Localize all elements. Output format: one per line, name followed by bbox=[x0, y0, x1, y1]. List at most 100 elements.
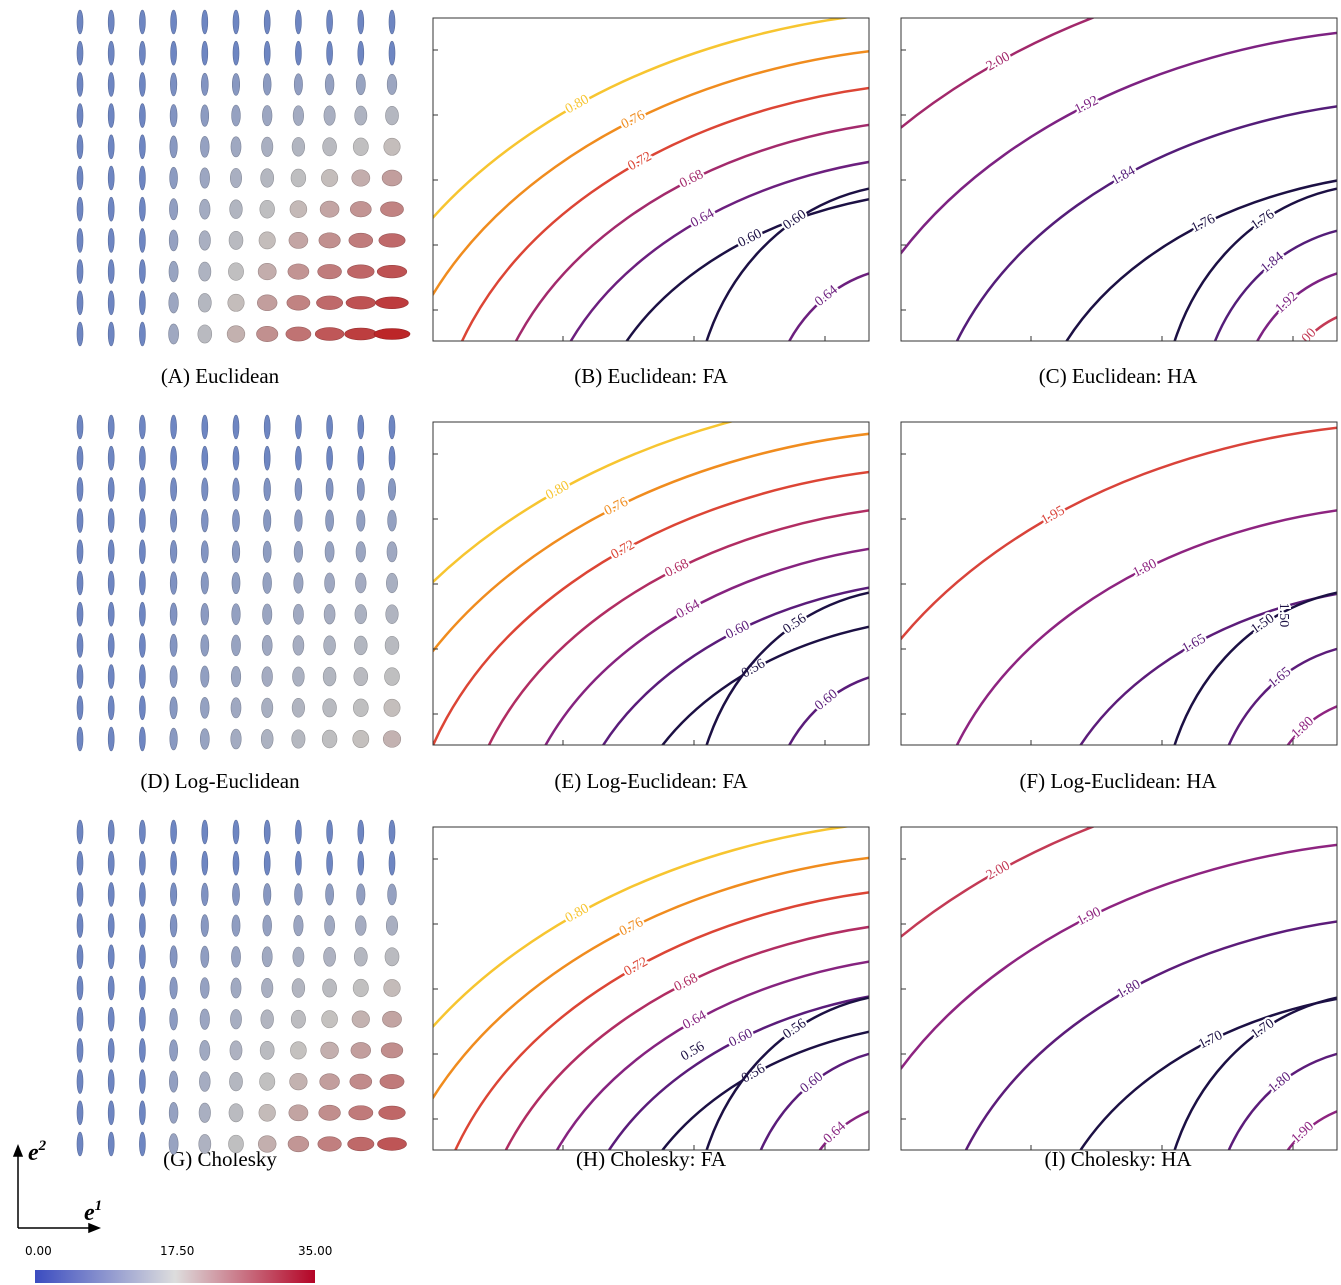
tensor-glyph bbox=[107, 1038, 115, 1063]
tensor-glyph bbox=[200, 977, 210, 999]
contour-line bbox=[1286, 1110, 1337, 1150]
tensor-glyph bbox=[263, 883, 272, 906]
tensor-glyph bbox=[201, 9, 209, 35]
tensor-glyph bbox=[230, 697, 242, 719]
tensor-glyph bbox=[263, 819, 271, 845]
tensor-glyph bbox=[384, 635, 400, 655]
tensor-glyph bbox=[76, 228, 84, 253]
contour-line bbox=[661, 625, 869, 745]
contour-line bbox=[901, 18, 1096, 130]
tensor-glyph bbox=[263, 850, 271, 876]
tensor-glyph bbox=[169, 976, 178, 1000]
tensor-glyph bbox=[139, 508, 146, 533]
tensor-glyph bbox=[139, 1038, 146, 1063]
contour-label: 0.80 bbox=[563, 901, 592, 926]
contour-plot: 1.951.801.651.501.651.801.951.50 bbox=[901, 426, 1337, 745]
contour-label: 2.08 bbox=[1315, 359, 1341, 387]
tensor-glyph bbox=[326, 414, 333, 440]
tensor-glyph bbox=[353, 947, 368, 967]
contour-line bbox=[1173, 591, 1337, 745]
tensor-glyph bbox=[352, 978, 369, 998]
tensor-glyph bbox=[259, 199, 275, 219]
tensor-glyph bbox=[76, 601, 84, 627]
contour-line bbox=[788, 676, 869, 745]
tensor-glyph bbox=[388, 478, 396, 501]
contour-line bbox=[433, 432, 869, 654]
tensor-glyph bbox=[383, 979, 401, 997]
tensor-glyph bbox=[139, 134, 146, 160]
contour-line bbox=[661, 1030, 869, 1150]
tensor-glyph bbox=[232, 9, 240, 35]
tensor-glyph bbox=[291, 137, 306, 157]
e1-base: e bbox=[84, 1200, 95, 1226]
tensor-glyph bbox=[232, 40, 240, 66]
tensor-glyph bbox=[169, 665, 178, 689]
tensor-glyph bbox=[294, 883, 303, 906]
tensor-glyph bbox=[139, 228, 146, 253]
contour-label: 1.70 bbox=[1196, 1028, 1225, 1052]
tensor-glyph bbox=[293, 915, 304, 937]
tensor-glyph bbox=[229, 199, 243, 219]
tensor-glyph bbox=[107, 819, 115, 845]
panel-caption: (H) Cholesky: FA bbox=[576, 1147, 727, 1171]
tensor-glyph bbox=[378, 1105, 406, 1120]
contour-line bbox=[433, 827, 853, 1029]
tensor-glyph bbox=[201, 414, 209, 440]
tensor-glyph bbox=[169, 135, 178, 159]
tensor-glyph bbox=[226, 325, 246, 343]
contour-line bbox=[1079, 592, 1337, 745]
tensor-glyph bbox=[290, 1041, 307, 1060]
tensor-glyph bbox=[348, 1105, 374, 1121]
tensor-glyph bbox=[386, 541, 398, 563]
contour-label: 0.68 bbox=[677, 167, 706, 191]
contour-label: 1.50 bbox=[1276, 603, 1291, 628]
contour-line bbox=[433, 18, 853, 220]
tensor-glyph bbox=[289, 1072, 308, 1091]
tensor-glyph bbox=[352, 730, 370, 748]
tensor-glyph bbox=[383, 137, 401, 156]
tensor-glyph bbox=[263, 445, 271, 471]
tensor-glyph bbox=[292, 666, 305, 687]
tensor-glyph bbox=[169, 166, 178, 190]
tensor-glyph bbox=[382, 730, 402, 748]
contour-line bbox=[487, 509, 869, 745]
tensor-glyph bbox=[228, 1103, 244, 1123]
contour-line bbox=[433, 422, 735, 584]
tensor-glyph bbox=[199, 167, 210, 189]
contour-label: 1.80 bbox=[1114, 977, 1143, 1002]
colorbar-tick: 17.50 bbox=[160, 1244, 194, 1258]
tensor-glyph bbox=[139, 819, 146, 845]
contour-line bbox=[433, 856, 869, 1101]
tensor-glyph bbox=[168, 292, 179, 314]
contour-line bbox=[460, 86, 869, 341]
contour-line bbox=[1256, 272, 1337, 341]
contour-line bbox=[1065, 179, 1337, 341]
tensor-glyph bbox=[139, 321, 146, 347]
tensor-glyph bbox=[230, 167, 242, 189]
panel-caption: (C) Euclidean: HA bbox=[1039, 364, 1198, 388]
tensor-glyph bbox=[200, 945, 210, 968]
tensor-glyph bbox=[231, 946, 241, 968]
tensor-glyph bbox=[139, 259, 146, 284]
tensor-glyph bbox=[139, 539, 146, 565]
tensor-glyph bbox=[355, 73, 366, 96]
contour-line bbox=[788, 272, 869, 341]
glyph-grid bbox=[76, 9, 411, 347]
tensor-glyph bbox=[352, 698, 369, 717]
contour-line bbox=[818, 1110, 869, 1150]
panel-caption: (F) Log-Euclidean: HA bbox=[1019, 769, 1217, 793]
contour-line bbox=[844, 754, 909, 826]
tensor-glyph bbox=[317, 1136, 342, 1152]
tensor-glyph bbox=[324, 73, 335, 96]
tensor-glyph bbox=[139, 570, 146, 596]
tensor-glyph bbox=[258, 231, 276, 250]
tensor-glyph bbox=[261, 977, 274, 999]
tensor-glyph bbox=[200, 603, 209, 626]
tensor-glyph bbox=[320, 1041, 339, 1059]
tensor-glyph bbox=[357, 819, 365, 845]
tensor-glyph bbox=[326, 9, 333, 35]
tensor-glyph bbox=[107, 539, 115, 565]
tensor-glyph bbox=[139, 975, 146, 1001]
tensor-glyph bbox=[288, 232, 309, 249]
